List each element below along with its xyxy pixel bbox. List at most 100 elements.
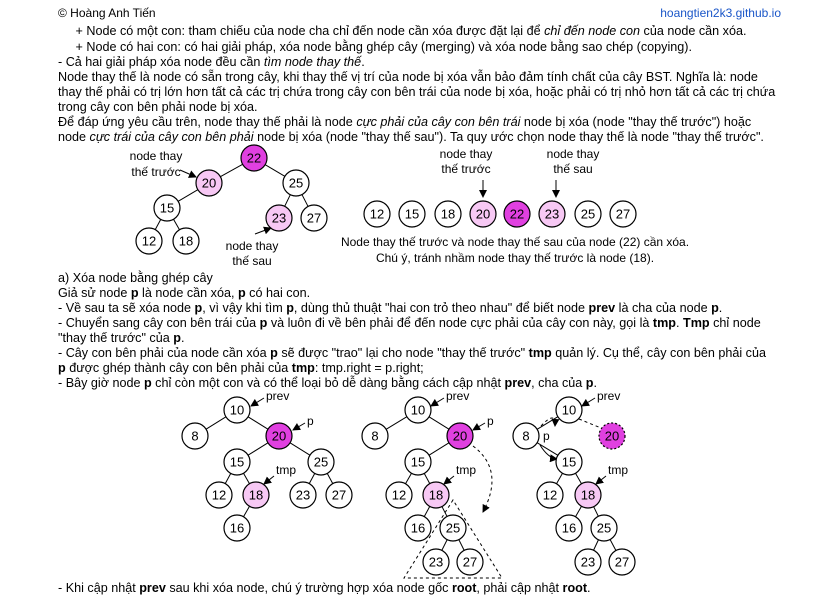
svg-text:20: 20 <box>476 207 490 222</box>
text-run: tmp <box>652 316 676 330</box>
text-run: p <box>270 346 278 360</box>
text-run: . <box>676 316 683 330</box>
site-link[interactable]: hoangtien2k3.github.io <box>660 6 781 20</box>
svg-text:23: 23 <box>272 211 286 226</box>
svg-text:23: 23 <box>429 555 443 570</box>
text-run: sau khi xóa node, chú ý trường hợp xóa n… <box>165 581 452 595</box>
svg-text:23: 23 <box>296 488 310 503</box>
tree-edge <box>220 163 243 178</box>
tree-node: 12 <box>385 481 413 509</box>
svg-text:20: 20 <box>202 176 216 191</box>
tree-node: 27 <box>300 204 328 232</box>
text-run: p <box>130 286 139 300</box>
text-run: . <box>587 581 591 595</box>
tree-node: 20 <box>195 169 223 197</box>
text-line: - Khi cập nhật prev sau khi xóa node, ch… <box>58 581 817 596</box>
node-label: node thay <box>130 149 183 163</box>
tree-node: 15 <box>223 448 251 476</box>
tree-node: 20 <box>446 422 474 450</box>
text-run: của node cần xóa. <box>640 24 747 38</box>
text-line: - Cả hai giải pháp xóa node đều cần tìm … <box>58 55 817 70</box>
svg-text:12: 12 <box>142 234 156 249</box>
text-run: là cha của node <box>615 301 712 315</box>
tree-edge <box>154 219 162 230</box>
tree-node: 23 <box>574 548 602 576</box>
node-label: p <box>543 429 550 443</box>
text-line: "thay thế trước" của p. <box>58 331 817 346</box>
node-label: Node thay thế trước và node thay thế sau… <box>341 235 689 249</box>
text-run: thay thế phải có trị lớn hơn tất cả các … <box>58 85 776 99</box>
svg-text:12: 12 <box>543 488 557 503</box>
tree-edge <box>556 473 563 484</box>
text-run: Node thay thế là node có sẵn trong cây, … <box>58 70 758 84</box>
tree-node: 12 <box>205 481 233 509</box>
text-run: prev <box>139 581 166 595</box>
svg-text:15: 15 <box>160 201 174 216</box>
tree-node: 20 <box>469 200 497 228</box>
tree-node: 16 <box>223 514 251 542</box>
text-line: Giả sử node p là node cần xóa, p có hai … <box>58 286 817 301</box>
svg-text:25: 25 <box>597 521 611 536</box>
svg-text:15: 15 <box>562 455 576 470</box>
tree-node: 22 <box>240 144 268 172</box>
tree-node: 27 <box>325 481 353 509</box>
pointer-arrow <box>430 397 445 407</box>
svg-text:18: 18 <box>581 488 595 503</box>
pointer-arrow <box>539 444 558 463</box>
tree-node: 18 <box>172 227 200 255</box>
node-label: prev <box>597 389 620 403</box>
node-label: Chú ý, tránh nhầm node thay thế trước là… <box>376 251 654 265</box>
text-line: Để đáp ứng yêu cầu trên, node thay thế p… <box>58 115 817 130</box>
svg-text:18: 18 <box>429 488 443 503</box>
text-run: . <box>593 376 597 390</box>
tree-node: 25 <box>439 514 467 542</box>
svg-text:8: 8 <box>522 429 529 444</box>
svg-text:27: 27 <box>616 207 630 222</box>
pointer-arrow <box>581 397 596 407</box>
tree-node: 15 <box>398 200 426 228</box>
svg-text:20: 20 <box>453 429 467 444</box>
svg-text:18: 18 <box>179 234 193 249</box>
text-run: p <box>143 376 152 390</box>
text-line: - Bây giờ node p chỉ còn một con và có t… <box>58 376 817 391</box>
text-line: Node thay thế là node có sẵn trong cây, … <box>58 70 817 85</box>
text-run: chỉ đến node con <box>544 24 641 38</box>
text-run: - Về sau ta sẽ xóa node <box>58 301 195 315</box>
node-label: thế trước <box>131 165 180 179</box>
tree-edge <box>423 473 431 484</box>
svg-text:12: 12 <box>392 488 406 503</box>
text-run: , phải cập nhật <box>476 581 563 595</box>
text-run: , dùng thủ thuật "hai con trỏ theo nhau"… <box>293 301 589 315</box>
tree-node: 15 <box>555 448 583 476</box>
removed-edge <box>578 418 602 429</box>
text-run: cực trái của cây con bên phải <box>89 130 254 144</box>
tree-edge <box>441 506 448 517</box>
text-run: prev <box>588 301 616 315</box>
text-run: chỉ node <box>709 316 761 330</box>
node-label: node thay <box>226 239 279 253</box>
node-label: node thay <box>547 147 600 161</box>
tree-node: 10 <box>223 396 251 424</box>
tree-edge <box>308 473 316 484</box>
tree-edge <box>458 539 465 551</box>
tree-node: 25 <box>307 448 335 476</box>
tree-edge <box>428 416 450 430</box>
node-label: prev <box>446 389 469 403</box>
text-run: : tmp.right = p.right; <box>314 361 424 375</box>
pointer-arrow <box>250 397 265 407</box>
node-label: thế sau <box>553 162 592 176</box>
text-run: . <box>180 331 185 345</box>
text-run: và luôn đi về bên phải để đến node cực p… <box>267 316 653 330</box>
tree-node: 27 <box>609 200 637 228</box>
svg-text:18: 18 <box>441 207 455 222</box>
tree-node: 20 <box>265 422 293 450</box>
tree-edge <box>289 442 311 456</box>
text-run: node <box>58 130 90 144</box>
tree-edge <box>405 473 412 484</box>
svg-text:8: 8 <box>371 429 378 444</box>
text-run: p <box>58 361 66 375</box>
svg-text:10: 10 <box>562 403 576 418</box>
text-run: sẽ được "trao" lại cho node "thay thế tr… <box>277 346 529 360</box>
tree-edge <box>385 416 408 430</box>
text-run: . <box>718 301 723 315</box>
